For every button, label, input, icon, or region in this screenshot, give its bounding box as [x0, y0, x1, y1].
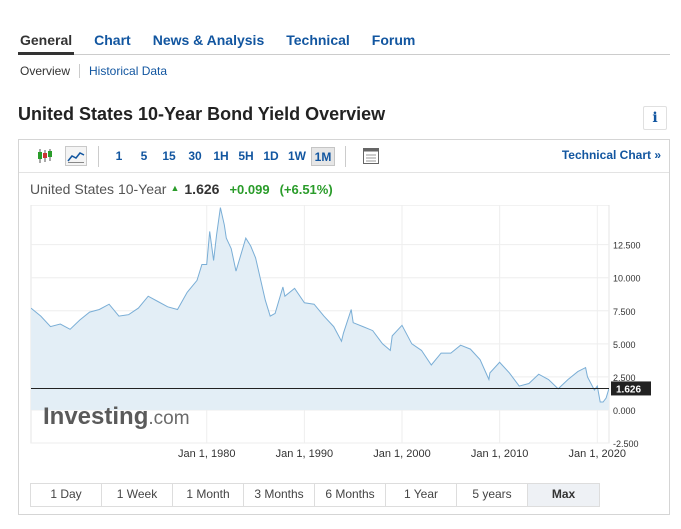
series-area-fill — [31, 207, 609, 410]
y-tick-label: 7.500 — [613, 307, 636, 317]
range-3-months[interactable]: 3 Months — [244, 484, 315, 506]
range-6-months[interactable]: 6 Months — [315, 484, 386, 506]
last-price: 1.626 — [184, 181, 220, 197]
range-1-month[interactable]: 1 Month — [173, 484, 244, 506]
timeframe-1[interactable]: 1 — [115, 149, 123, 163]
timeframe-1w[interactable]: 1W — [288, 149, 306, 163]
technical-chart-link[interactable]: Technical Chart » — [561, 148, 661, 162]
candlestick-icon[interactable] — [34, 146, 56, 166]
chart-widget: 1 5 15 30 1H 5H 1D 1W 1M Technical Chart… — [18, 139, 670, 515]
chart-toolbar: 1 5 15 30 1H 5H 1D 1W 1M Technical Chart… — [19, 140, 669, 173]
chart-canvas[interactable]: 1.626 12.500 10.000 7.500 5.000 2.500 0.000 -2… — [29, 204, 661, 475]
price-chart[interactable]: 1.626 12.500 10.000 7.500 5.000 2.500 0.000 -2… — [29, 204, 661, 480]
tab-news-analysis[interactable]: News & Analysis — [152, 32, 265, 48]
tab-chart[interactable]: Chart — [94, 32, 131, 48]
y-tick-label: 10.000 — [613, 274, 641, 284]
range-5-years[interactable]: 5 years — [457, 484, 528, 506]
watermark-logo: Investing.com — [43, 403, 190, 430]
price-change: +0.099 — [229, 182, 270, 197]
y-tick-label: 12.500 — [613, 241, 641, 251]
x-tick-label: Jan 1, 2000 — [373, 448, 431, 460]
timeframe-5h[interactable]: 5H — [238, 149, 254, 163]
y-tick-label: 5.000 — [613, 340, 636, 350]
toolbar-divider — [98, 146, 99, 167]
range-1-year[interactable]: 1 Year — [386, 484, 457, 506]
quote-header: United States 10-Year ▲ 1.626 +0.099 (+6… — [30, 181, 333, 197]
timeframe-1m[interactable]: 1M — [311, 147, 335, 166]
price-change-percent: (+6.51%) — [279, 182, 333, 197]
x-tick-label: Jan 1, 2010 — [471, 448, 529, 460]
main-nav: General Chart News & Analysis Technical … — [18, 28, 670, 55]
subnav-overview[interactable]: Overview — [20, 64, 71, 78]
y-tick-label: 2.500 — [613, 373, 636, 383]
tab-technical[interactable]: Technical — [286, 32, 350, 48]
range-selector: 1 Day 1 Week 1 Month 3 Months 6 Months 1… — [30, 483, 600, 507]
y-tick-label: 0.000 — [613, 406, 636, 416]
timeframe-15[interactable]: 15 — [162, 149, 176, 163]
subnav-divider — [79, 64, 81, 78]
range-1-day[interactable]: 1 Day — [31, 484, 102, 506]
area-chart-icon[interactable] — [65, 146, 87, 166]
sub-nav: Overview Historical Data — [20, 64, 167, 78]
tab-forum[interactable]: Forum — [371, 32, 416, 48]
x-tick-label: Jan 1, 1980 — [178, 448, 236, 460]
x-tick-label: Jan 1, 1990 — [276, 448, 334, 460]
range-1-week[interactable]: 1 Week — [102, 484, 173, 506]
calendar-icon[interactable] — [361, 146, 383, 166]
timeframe-1d[interactable]: 1D — [263, 149, 279, 163]
timeframe-5[interactable]: 5 — [140, 149, 148, 163]
timeframe-1h[interactable]: 1H — [213, 149, 229, 163]
timeframe-30[interactable]: 30 — [188, 149, 202, 163]
y-tick-label: -2.500 — [613, 439, 639, 449]
tab-general[interactable]: General — [18, 28, 75, 55]
range-max[interactable]: Max — [528, 484, 599, 506]
page-title: United States 10-Year Bond Yield Overvie… — [18, 104, 386, 124]
last-price-label: 1.626 — [616, 384, 641, 395]
toolbar-divider — [345, 146, 346, 167]
info-icon[interactable]: i — [643, 106, 667, 130]
series-line — [31, 207, 609, 403]
watermark-text: Investing.com — [43, 403, 190, 430]
up-arrow-icon: ▲ — [170, 183, 180, 193]
last-price-marker: 1.626 — [611, 381, 651, 396]
subnav-historical-data[interactable]: Historical Data — [89, 64, 168, 78]
instrument-name: United States 10-Year — [30, 181, 167, 197]
x-tick-label: Jan 1, 2020 — [569, 448, 627, 460]
